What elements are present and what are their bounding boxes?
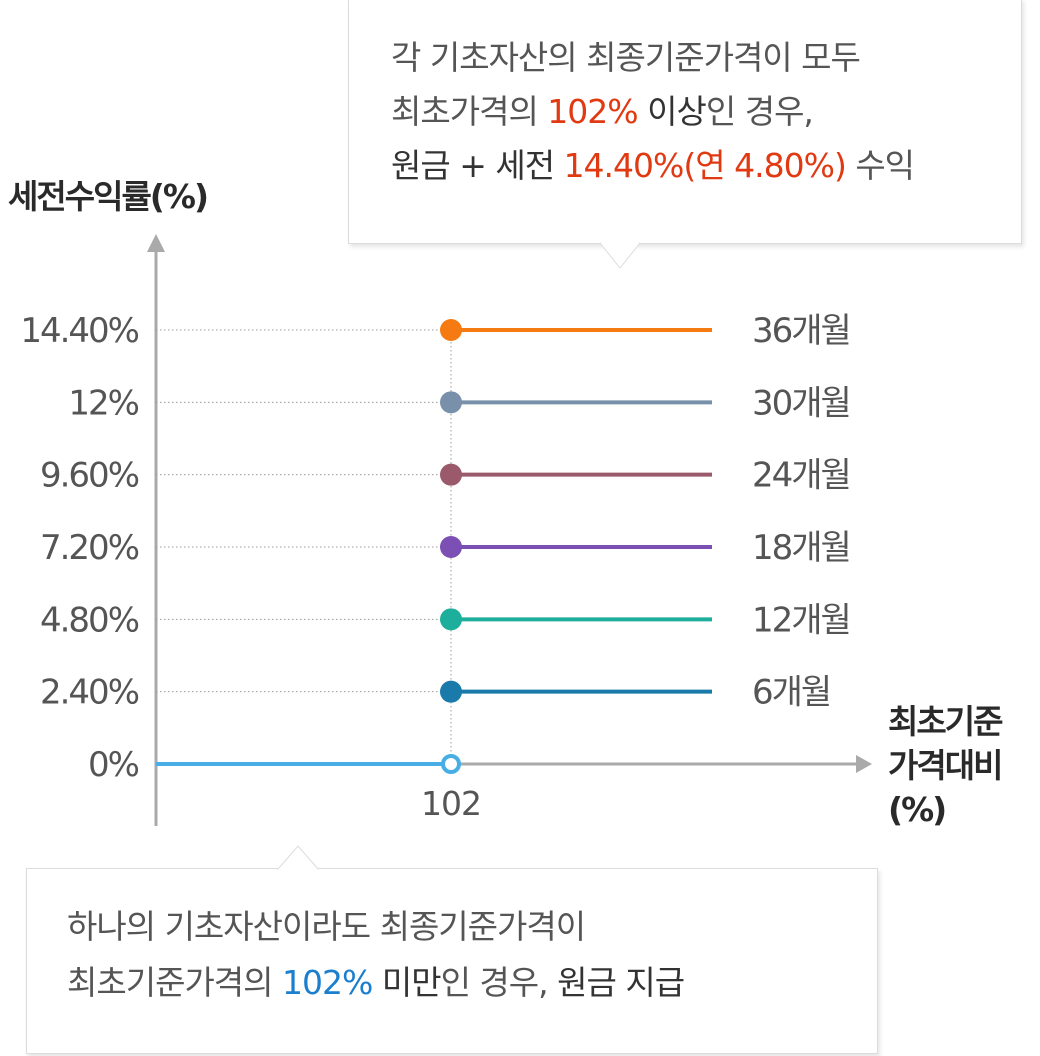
y-tick-label: 2.40% — [40, 673, 139, 713]
series-label: 24개월 — [752, 456, 850, 496]
y-tick-label: 14.40% — [20, 311, 138, 351]
callout-above-threshold: 각 기초자산의 최종기준가격이 모두 최초가격의 102% 이상인 경우, 원금… — [348, 0, 1022, 244]
series-label: 36개월 — [752, 311, 850, 351]
y-tick-label: 9.60% — [40, 456, 139, 496]
series-label: 6개월 — [752, 673, 830, 713]
threshold-percent-below: 102% — [282, 963, 373, 1002]
x-axis-title: 최초기준 가격대비 (%) — [888, 700, 1003, 832]
x-axis-title-line-3: (%) — [888, 790, 947, 829]
callout-top-pointer — [600, 242, 640, 269]
series-point — [440, 536, 462, 558]
zero-return-marker — [441, 754, 461, 774]
return-percent: 14.40%(연 4.80%) — [563, 146, 847, 185]
series-point — [440, 463, 462, 486]
y-axis-title: 세전수익률(%) — [8, 177, 209, 216]
callout-top-line-2: 최초가격의 102% 이상인 경우, — [391, 92, 814, 131]
series-point — [440, 608, 462, 631]
callout-bottom-pointer — [278, 845, 318, 870]
x-axis-arrow — [856, 755, 872, 773]
series-label: 18개월 — [752, 528, 850, 568]
series-point — [440, 391, 462, 414]
y-tick-label: 12% — [68, 383, 138, 423]
series-label: 30개월 — [752, 383, 850, 423]
y-tick-label: 0% — [88, 745, 139, 785]
x-tick-label: 102 — [421, 784, 481, 823]
y-axis-arrow — [147, 234, 165, 252]
y-tick-label: 7.20% — [40, 528, 139, 568]
x-axis-title-line-1: 최초기준 — [888, 702, 1003, 741]
callout-top-line-1: 각 기초자산의 최종기준가격이 모두 — [391, 38, 861, 77]
series-point — [440, 680, 462, 703]
callout-bottom-line-2: 최초기준가격의 102% 미만인 경우, 원금 지급 — [67, 963, 685, 1002]
threshold-percent: 102% — [547, 92, 638, 131]
callout-top-line-3: 원금 + 세전 14.40%(연 4.80%) 수익 — [391, 146, 915, 185]
y-tick-label: 4.80% — [40, 600, 139, 640]
series-label: 12개월 — [752, 600, 850, 640]
callout-below-threshold: 하나의 기초자산이라도 최종기준가격이 최초기준가격의 102% 미만인 경우,… — [26, 868, 878, 1054]
callout-bottom-line-1: 하나의 기초자산이라도 최종기준가격이 — [67, 907, 586, 946]
x-axis-title-line-2: 가격대비 — [888, 746, 1003, 785]
series-point — [440, 319, 462, 341]
